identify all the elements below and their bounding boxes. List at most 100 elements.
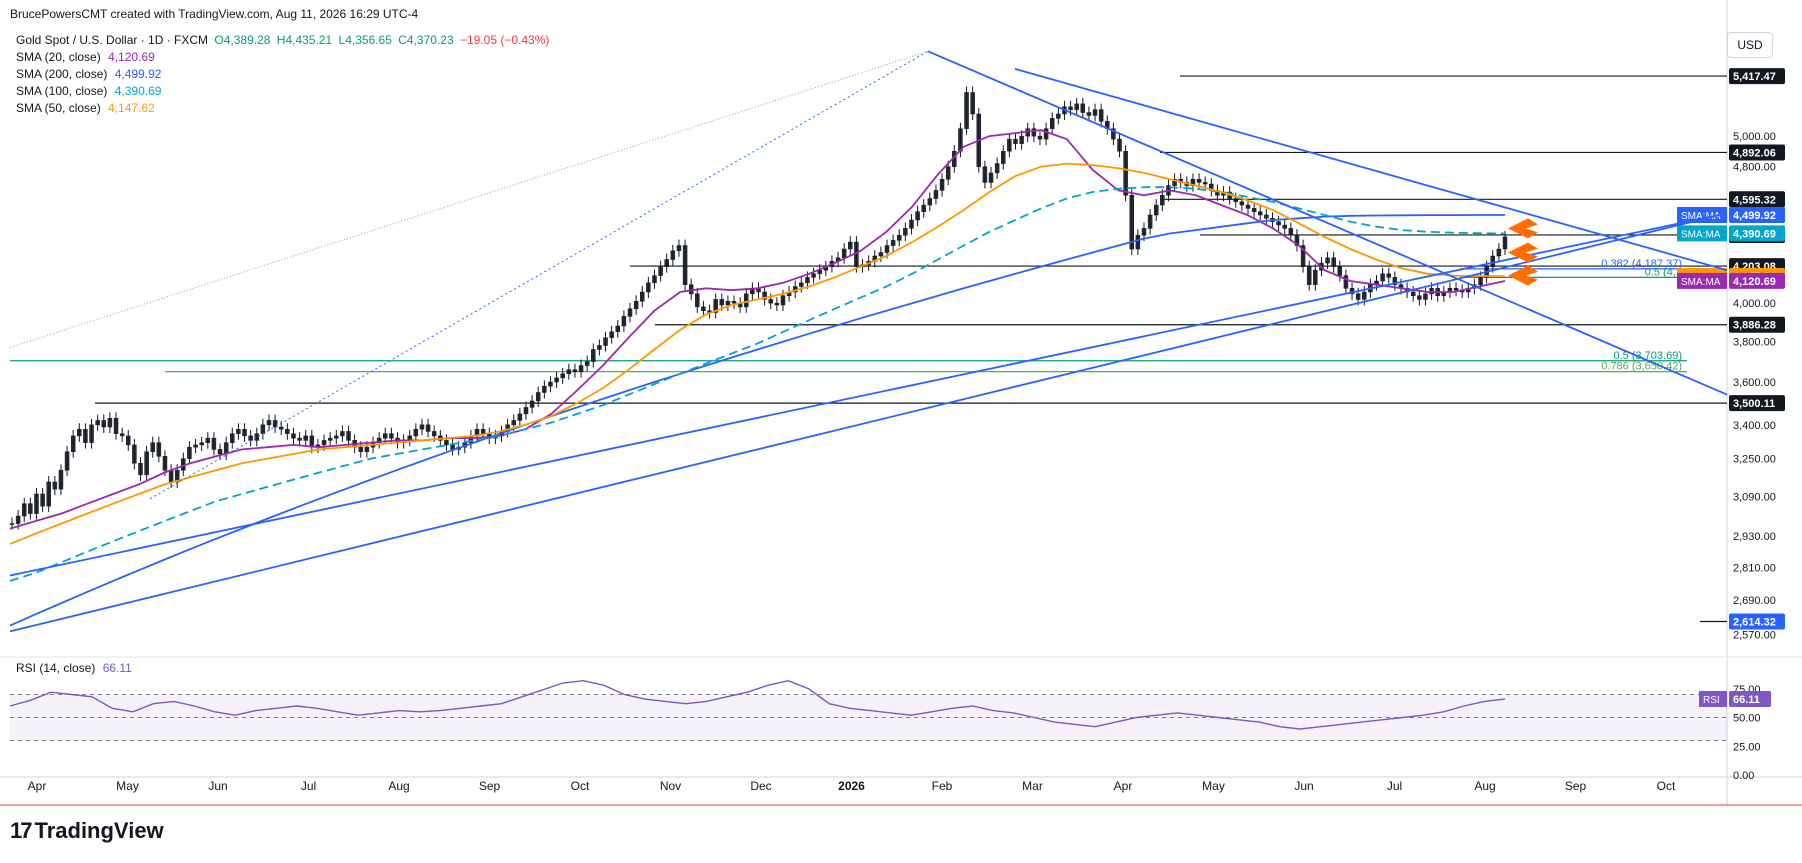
candle-body	[554, 377, 559, 383]
candle-body	[1410, 291, 1416, 296]
candle-body	[1239, 201, 1245, 206]
candle-body	[248, 435, 253, 441]
candle-body	[1049, 118, 1055, 129]
candle-body	[713, 299, 718, 313]
candle-body	[511, 420, 516, 426]
candle-body	[786, 291, 792, 296]
candle-body	[1019, 135, 1024, 144]
legend-sma-20[interactable]: SMA (20, close) 4,120.69	[16, 49, 549, 66]
tradingview-logo[interactable]: 17 TradingView	[10, 818, 164, 844]
candle-body	[1178, 178, 1183, 183]
candle-body	[872, 255, 878, 262]
candle-body	[1037, 135, 1043, 140]
candle-body	[603, 337, 608, 346]
candle-body	[1111, 128, 1116, 140]
legend-sma-100[interactable]: SMA (100, close) 4,390.69	[16, 83, 549, 100]
candle-body	[591, 349, 596, 362]
candle-body	[1441, 291, 1447, 296]
candle-body	[285, 428, 290, 434]
legend-sma-200[interactable]: SMA (200, close) 4,499.92	[16, 66, 549, 83]
candle-body	[1447, 288, 1453, 293]
candle-body	[676, 245, 682, 252]
candle-body	[670, 250, 676, 260]
candle-body	[584, 361, 590, 366]
candle-body	[1105, 121, 1110, 129]
candle-body	[1025, 128, 1030, 137]
trend-line-long	[9, 212, 1728, 633]
fib-level-label: 0.5 (3,703.69)	[1614, 350, 1683, 362]
candle-body	[1435, 288, 1440, 296]
candle-body	[1086, 112, 1092, 116]
low-value: L4,356.65	[338, 33, 392, 47]
rsi-legend[interactable]: RSI (14, close) 66.11	[16, 661, 132, 675]
candle-body	[578, 365, 584, 372]
candle-body	[1147, 214, 1153, 229]
candle-body	[156, 442, 162, 457]
candle-body	[976, 113, 982, 167]
candle-body	[40, 493, 45, 507]
candle-body	[113, 417, 119, 434]
legend-sma-50-value: 4,147.62	[108, 101, 155, 115]
candle-body	[1098, 109, 1104, 122]
candle-body	[278, 426, 284, 430]
candle-body	[1392, 277, 1398, 285]
candle-body	[597, 345, 602, 350]
candle-body	[1459, 289, 1465, 293]
candle-body	[1276, 221, 1281, 226]
candle-body	[474, 428, 480, 437]
candle-body	[909, 219, 914, 229]
rsi-line	[9, 679, 1506, 730]
time-axis-label: Sep	[1565, 779, 1587, 793]
time-axis-label: Aug	[1474, 779, 1495, 793]
currency-button[interactable]: USD	[1727, 32, 1773, 58]
candle-body	[499, 431, 504, 437]
price-tick-label: 4,000.00	[1733, 298, 1776, 310]
sma-axis-tag	[1677, 206, 1727, 223]
candle-body	[964, 92, 969, 129]
candle-body	[774, 302, 780, 306]
candle-body	[799, 282, 804, 287]
candle-body	[841, 248, 847, 259]
candle-body	[505, 424, 510, 432]
symbol-row[interactable]: Gold Spot / U.S. Dollar · 1D · FXCM O4,3…	[16, 32, 549, 49]
candle-body	[1423, 293, 1428, 300]
candle-body	[572, 369, 578, 372]
candle-body	[970, 92, 975, 115]
candle-body	[1264, 214, 1269, 219]
rsi-legend-value: 66.11	[102, 661, 132, 675]
candle-body	[725, 301, 731, 306]
candle-body	[1221, 191, 1226, 196]
author-name[interactable]: BrucePowersCMT	[10, 7, 108, 21]
candle-body	[425, 424, 431, 432]
tradingview-logo-icon: 17	[10, 818, 33, 843]
candle-body	[744, 293, 749, 308]
candle-body	[1398, 284, 1404, 289]
candle-body	[633, 301, 639, 310]
candle-body	[1325, 257, 1330, 264]
legend-sma-50[interactable]: SMA (50, close) 4,147.62	[16, 100, 549, 117]
candle-body	[150, 442, 155, 452]
candle-body	[548, 381, 553, 387]
candle-body	[566, 369, 572, 375]
candle-body	[77, 428, 82, 437]
candle-body	[358, 446, 364, 452]
price-level-badge-text: 3,500.11	[1733, 398, 1775, 410]
candle-body	[529, 400, 535, 408]
price-level-badge	[1729, 613, 1785, 630]
price-level-badge	[1729, 68, 1785, 85]
candle-body	[982, 166, 988, 183]
candle-body	[1141, 228, 1147, 236]
sma-price-badge-text: 4,390.69	[1733, 228, 1776, 240]
candle-body	[994, 163, 1000, 174]
candle-body	[823, 266, 829, 271]
price-level-badge-text: 4,892.06	[1733, 147, 1776, 159]
candle-body	[1117, 138, 1122, 152]
price-tick-label: 2,930.00	[1733, 531, 1776, 543]
candle-body	[9, 523, 15, 525]
candle-body	[83, 428, 88, 443]
legend-sma-100-label: SMA (100, close)	[16, 84, 108, 98]
candle-body	[1227, 191, 1232, 199]
candle-body	[376, 437, 382, 443]
